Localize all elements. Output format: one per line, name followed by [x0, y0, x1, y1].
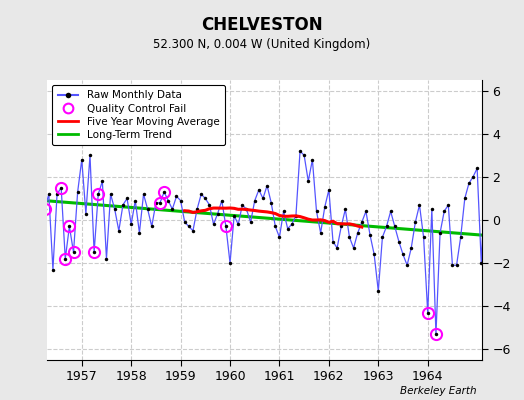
Text: CHELVESTON: CHELVESTON — [201, 16, 323, 34]
Legend: Raw Monthly Data, Quality Control Fail, Five Year Moving Average, Long-Term Tren: Raw Monthly Data, Quality Control Fail, … — [52, 85, 225, 145]
Text: Berkeley Earth: Berkeley Earth — [400, 386, 477, 396]
Text: 52.300 N, 0.004 W (United Kingdom): 52.300 N, 0.004 W (United Kingdom) — [154, 38, 370, 51]
